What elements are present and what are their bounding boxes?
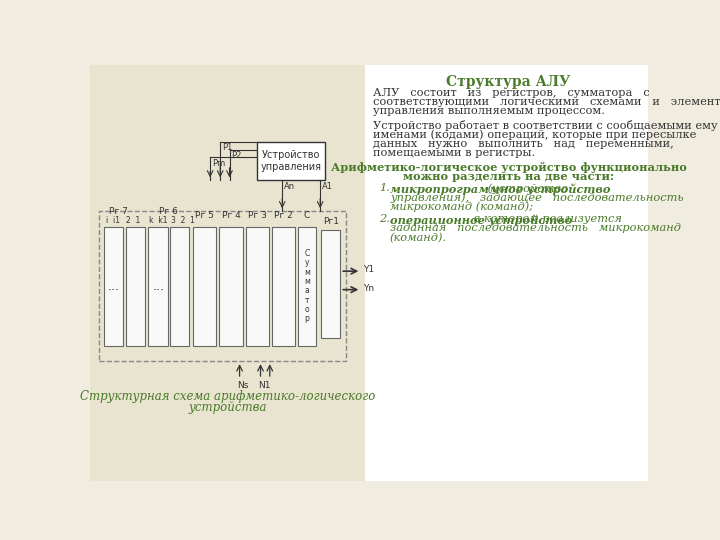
Text: Ns: Ns [238,381,248,389]
Text: АЛУ   состоит   из   регистров,   сумматора   с: АЛУ состоит из регистров, сумматора с [373,88,649,98]
Text: микрокоманд (команд);: микрокоманд (команд); [390,202,533,212]
Text: С
у
м
м
а
т
о
р: С у м м а т о р [304,249,310,323]
Bar [256,142,325,180]
Text: заданная   последовательность   микрокоманд: заданная последовательность микрокоманд [390,224,681,233]
Text: Рг 3: Рг 3 [248,211,267,220]
Text: Рг 4: Рг 4 [222,211,240,220]
Bar [170,226,189,346]
Bar [272,226,295,346]
Bar [148,226,168,346]
Text: устройства: устройства [189,401,267,414]
Text: можно разделить на две части:: можно разделить на две части: [403,171,614,182]
Text: управления),   задающее   последовательность: управления), задающее последовательность [390,193,683,204]
Text: Структура АЛУ: Структура АЛУ [446,75,571,89]
Text: 3  2  1: 3 2 1 [171,216,194,225]
Text: соответствующими   логическими   схемами   и   элемента: соответствующими логическими схемами и э… [373,97,720,107]
Text: Y1: Y1 [363,265,374,274]
Text: i  i1: i i1 [106,216,120,225]
Text: ...: ... [107,280,120,293]
Bar [99,211,346,361]
Text: в котором реализуется: в котором реализуется [470,214,622,224]
Text: P1: P1 [222,143,232,152]
Text: Pm: Pm [212,159,225,168]
Bar [193,226,216,346]
Text: управления выполняемым процессом.: управления выполняемым процессом. [373,106,605,117]
Text: Устройство работает в соответствии с сообщаемыми ему: Устройство работает в соответствии с соо… [373,120,718,131]
Text: Арифметико-логическое устройство функционально: Арифметико-логическое устройство функцио… [330,162,686,173]
Text: Рг 5: Рг 5 [195,211,214,220]
Text: Рг 6: Рг 6 [159,207,178,215]
Bar [220,226,243,346]
Text: (устройство: (устройство [484,184,568,194]
Bar [126,226,145,346]
Bar [104,226,123,346]
Text: операционное устройство: операционное устройство [390,214,572,226]
Text: P2: P2 [231,151,241,160]
Text: данных   нужно   выполнить   над   переменными,: данных нужно выполнить над переменными, [373,139,674,148]
Text: A1: A1 [322,182,333,191]
Text: k  k1: k k1 [149,216,167,225]
Text: Структурная схема арифметико-логического: Структурная схема арифметико-логического [80,390,376,403]
Text: микропрограммное устройство: микропрограммное устройство [390,184,611,195]
Text: помещаемыми в регистры.: помещаемыми в регистры. [373,148,535,158]
Text: N1: N1 [258,381,271,389]
Text: именами (кодами) операций, которые при пересылке: именами (кодами) операций, которые при п… [373,130,696,140]
Bar [90,65,365,481]
Text: 2  1: 2 1 [127,216,140,225]
Bar [365,65,648,481]
Text: С: С [304,211,310,220]
Text: Yn: Yn [363,284,374,293]
Text: Рг 7: Рг 7 [109,207,128,215]
Text: An: An [284,182,295,191]
Text: Рг1: Рг1 [323,218,338,226]
Text: ...: ... [152,280,164,293]
Text: (команд).: (команд). [390,233,447,243]
Bar [321,231,341,338]
Text: Рг 2: Рг 2 [274,211,293,220]
Bar [299,226,315,346]
Bar [246,226,269,346]
Text: 1.: 1. [379,184,390,193]
Text: 2.: 2. [379,214,390,224]
Text: Устройство
управления: Устройство управления [260,150,321,172]
